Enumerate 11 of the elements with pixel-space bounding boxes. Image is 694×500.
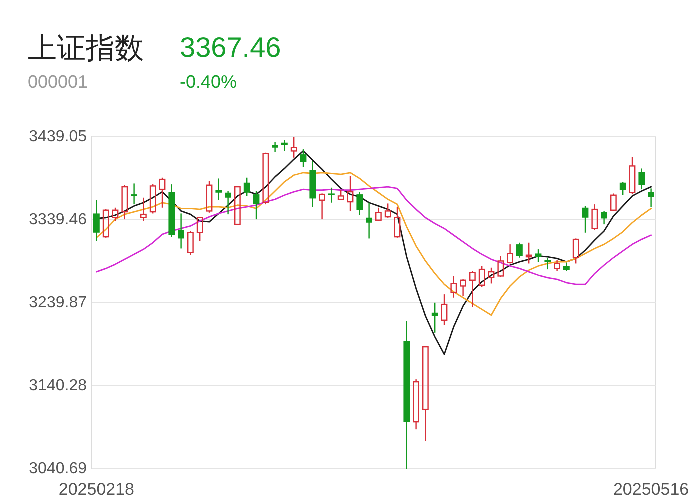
y-tick-label: 3339.46	[29, 212, 87, 228]
y-tick-label: 3040.69	[29, 460, 87, 478]
annotation: -0.40%	[180, 72, 238, 92]
y-tick-label: 3439.05	[29, 128, 87, 146]
y-tick-label: 3239.87	[29, 294, 87, 312]
x-tick-label: 20250218	[58, 480, 135, 499]
title: 上证指数	[28, 33, 144, 65]
x-tick-label: 20250516	[613, 480, 690, 499]
y-tick-label: 3140.28	[29, 378, 87, 394]
subtitle: 000001	[28, 72, 88, 92]
annotation: 3367.46	[180, 32, 282, 63]
